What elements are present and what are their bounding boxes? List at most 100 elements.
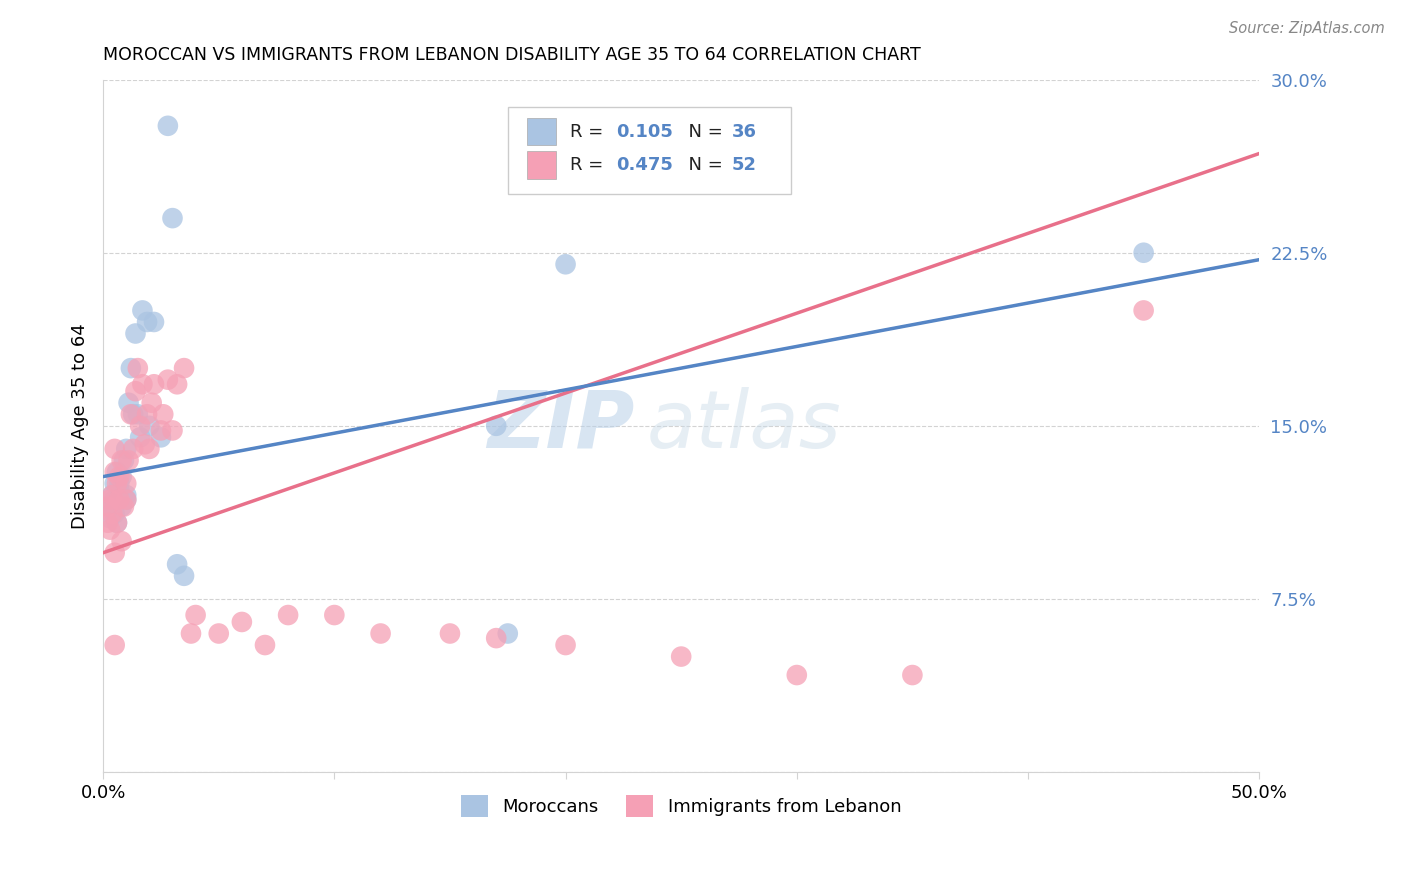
Point	[173, 361, 195, 376]
Point	[156, 119, 179, 133]
Point	[141, 396, 163, 410]
Point	[496, 626, 519, 640]
Point	[143, 377, 166, 392]
Point	[104, 546, 127, 560]
Point	[370, 626, 392, 640]
Point	[184, 608, 207, 623]
Point	[112, 500, 135, 514]
Point	[120, 361, 142, 376]
FancyBboxPatch shape	[527, 151, 557, 178]
Point	[104, 476, 127, 491]
Point	[127, 407, 149, 421]
Point	[143, 315, 166, 329]
Text: 0.475: 0.475	[616, 156, 673, 174]
Point	[104, 507, 127, 521]
Point	[104, 465, 127, 479]
Legend: Moroccans, Immigrants from Lebanon: Moroccans, Immigrants from Lebanon	[454, 788, 908, 824]
Point	[127, 361, 149, 376]
Point	[105, 465, 128, 479]
Point	[122, 407, 145, 421]
Point	[208, 626, 231, 640]
Point	[111, 469, 134, 483]
Point	[101, 507, 124, 521]
Point	[786, 668, 808, 682]
Point	[129, 430, 152, 444]
Point	[277, 608, 299, 623]
Text: MOROCCAN VS IMMIGRANTS FROM LEBANON DISABILITY AGE 35 TO 64 CORRELATION CHART: MOROCCAN VS IMMIGRANTS FROM LEBANON DISA…	[103, 46, 921, 64]
Point	[149, 424, 172, 438]
Point	[669, 649, 692, 664]
Point	[485, 631, 508, 645]
FancyBboxPatch shape	[527, 118, 557, 145]
Point	[124, 384, 146, 399]
Point	[108, 476, 131, 491]
Point	[166, 558, 188, 572]
Point	[485, 418, 508, 433]
Point	[149, 430, 172, 444]
Point	[101, 488, 124, 502]
Point	[108, 469, 131, 483]
Text: R =: R =	[571, 122, 609, 141]
Text: atlas: atlas	[647, 387, 841, 465]
Point	[97, 500, 120, 514]
Point	[901, 668, 924, 682]
Point	[253, 638, 276, 652]
Point	[104, 638, 127, 652]
Text: 52: 52	[733, 156, 756, 174]
Point	[108, 492, 131, 507]
Point	[105, 516, 128, 530]
Point	[115, 492, 138, 507]
Point	[117, 453, 139, 467]
Point	[105, 476, 128, 491]
Text: Source: ZipAtlas.com: Source: ZipAtlas.com	[1229, 21, 1385, 36]
Point	[97, 500, 120, 514]
Point	[120, 407, 142, 421]
Point	[131, 377, 153, 392]
Point	[115, 492, 138, 507]
Point	[162, 424, 184, 438]
Text: 0.105: 0.105	[616, 122, 673, 141]
Point	[122, 442, 145, 456]
Point	[98, 492, 121, 507]
Point	[117, 396, 139, 410]
Point	[134, 437, 156, 451]
Text: R =: R =	[571, 156, 609, 174]
FancyBboxPatch shape	[508, 107, 792, 194]
Point	[136, 315, 159, 329]
Text: N =: N =	[676, 156, 728, 174]
Point	[138, 418, 160, 433]
Point	[111, 500, 134, 514]
Point	[98, 511, 121, 525]
Point	[152, 407, 174, 421]
Point	[554, 638, 576, 652]
Point	[104, 442, 127, 456]
Point	[1132, 245, 1154, 260]
Point	[105, 516, 128, 530]
Point	[115, 476, 138, 491]
Y-axis label: Disability Age 35 to 64: Disability Age 35 to 64	[72, 323, 89, 529]
Point	[124, 326, 146, 341]
Point	[554, 257, 576, 271]
Point	[101, 500, 124, 514]
Point	[136, 407, 159, 421]
Point	[180, 626, 202, 640]
Point	[104, 492, 127, 507]
Point	[162, 211, 184, 226]
Point	[439, 626, 461, 640]
Point	[97, 516, 120, 530]
Point	[156, 373, 179, 387]
Point	[138, 442, 160, 456]
Point	[111, 453, 134, 467]
Point	[166, 377, 188, 392]
Point	[111, 534, 134, 549]
Point	[115, 488, 138, 502]
Point	[101, 488, 124, 502]
Point	[108, 483, 131, 498]
Point	[1132, 303, 1154, 318]
Point	[115, 442, 138, 456]
Point	[112, 453, 135, 467]
Point	[173, 569, 195, 583]
Text: ZIP: ZIP	[488, 387, 636, 465]
Point	[231, 615, 253, 629]
Text: N =: N =	[676, 122, 728, 141]
